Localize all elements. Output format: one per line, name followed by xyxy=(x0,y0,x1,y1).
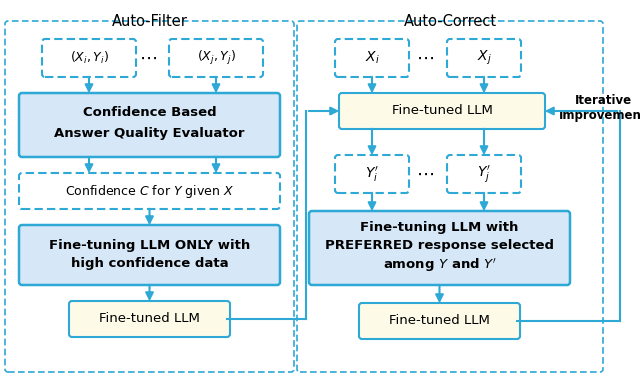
Text: among $Y$ and $Y'$: among $Y$ and $Y'$ xyxy=(383,256,497,274)
FancyBboxPatch shape xyxy=(447,39,521,77)
Text: $\cdots$: $\cdots$ xyxy=(416,165,434,183)
Text: $X_j$: $X_j$ xyxy=(477,49,492,67)
FancyBboxPatch shape xyxy=(169,39,263,77)
FancyBboxPatch shape xyxy=(19,225,280,285)
FancyBboxPatch shape xyxy=(19,173,280,209)
Text: $(X_j, Y_j)$: $(X_j, Y_j)$ xyxy=(196,49,236,67)
Text: high confidence data: high confidence data xyxy=(70,257,228,271)
FancyBboxPatch shape xyxy=(359,303,520,339)
Text: $\cdots$: $\cdots$ xyxy=(416,49,434,67)
Text: Auto-Correct: Auto-Correct xyxy=(403,14,497,29)
Text: PREFERRED response selected: PREFERRED response selected xyxy=(325,240,554,253)
Text: Iterative
Improvement: Iterative Improvement xyxy=(559,94,640,122)
FancyBboxPatch shape xyxy=(335,39,409,77)
Text: $\cdots$: $\cdots$ xyxy=(139,49,157,67)
Text: Confidence Based: Confidence Based xyxy=(83,107,216,119)
FancyBboxPatch shape xyxy=(309,211,570,285)
Text: Confidence $C$ for $Y$ given $X$: Confidence $C$ for $Y$ given $X$ xyxy=(65,183,234,200)
Text: Fine-tuned LLM: Fine-tuned LLM xyxy=(392,104,492,118)
Text: Fine-tuned LLM: Fine-tuned LLM xyxy=(99,313,200,325)
FancyBboxPatch shape xyxy=(339,93,545,129)
FancyBboxPatch shape xyxy=(335,155,409,193)
Text: $Y_i'$: $Y_i'$ xyxy=(365,164,379,184)
FancyBboxPatch shape xyxy=(19,93,280,157)
Text: Fine-tuning LLM ONLY with: Fine-tuning LLM ONLY with xyxy=(49,239,250,251)
Text: Answer Quality Evaluator: Answer Quality Evaluator xyxy=(54,127,244,141)
Text: Auto-Filter: Auto-Filter xyxy=(112,14,188,29)
FancyBboxPatch shape xyxy=(447,155,521,193)
FancyBboxPatch shape xyxy=(42,39,136,77)
Text: Fine-tuned LLM: Fine-tuned LLM xyxy=(389,314,490,327)
Text: $(X_i, Y_i)$: $(X_i, Y_i)$ xyxy=(70,50,108,66)
Text: $Y_j'$: $Y_j'$ xyxy=(477,163,491,184)
FancyBboxPatch shape xyxy=(69,301,230,337)
Text: Fine-tuning LLM with: Fine-tuning LLM with xyxy=(360,222,518,234)
Text: $X_i$: $X_i$ xyxy=(365,50,380,66)
